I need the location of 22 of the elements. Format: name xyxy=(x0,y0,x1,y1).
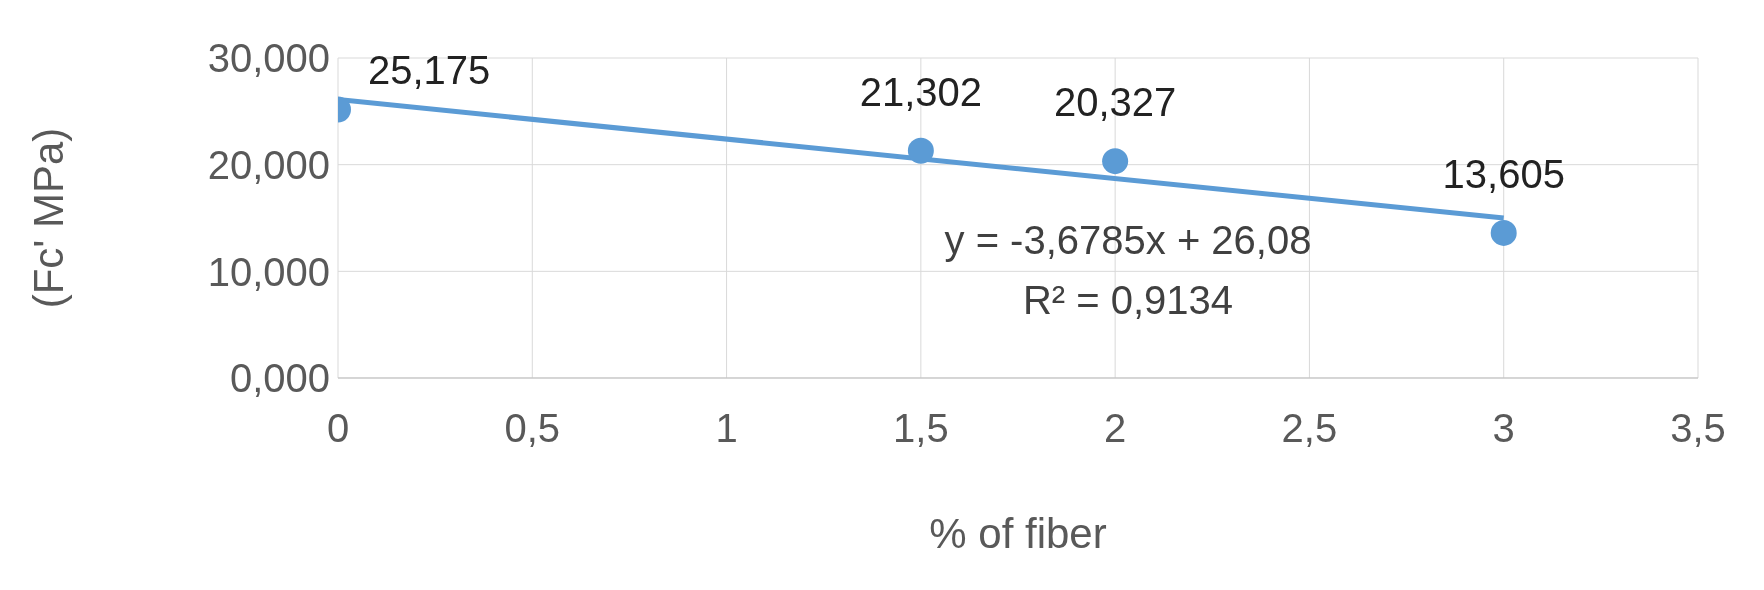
y-tick-label: 0,000 xyxy=(229,356,330,401)
x-tick-label: 0 xyxy=(326,406,350,451)
point xyxy=(1102,148,1129,175)
x-tick-label: 2,5 xyxy=(1281,406,1338,451)
y-tick-label: 30,000 xyxy=(207,36,330,81)
x-tick-label: 1 xyxy=(715,406,738,451)
data-label: 21,302 xyxy=(859,69,983,114)
point xyxy=(1490,219,1517,246)
x-tick-label: 1,5 xyxy=(893,406,949,451)
data-label: 25,175 xyxy=(368,48,491,93)
data-label: 20,327 xyxy=(1053,80,1177,125)
annotation-text: R² = 0,9134 xyxy=(1021,278,1235,323)
x-tick-label: 3 xyxy=(1492,406,1515,451)
data-label: 13,605 xyxy=(1442,151,1565,196)
x-tick-label: 0,5 xyxy=(504,406,561,451)
x-tick-label: 2 xyxy=(1104,406,1127,451)
x-axis-title: % of fiber xyxy=(929,510,1107,557)
x-tick-label: 3,5 xyxy=(1670,406,1726,451)
y-axis-title: (Fc' MPa) xyxy=(24,127,72,309)
annotation-text: y = -3,6785x + 26,08 xyxy=(943,218,1313,263)
y-tick-label: 20,000 xyxy=(207,142,330,187)
y-tick-label: 10,000 xyxy=(207,249,330,294)
